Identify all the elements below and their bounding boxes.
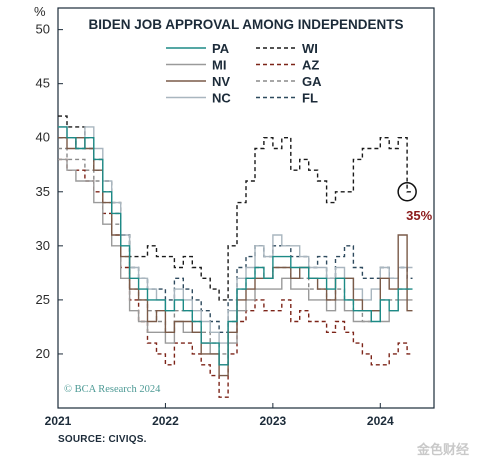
y-tick-label: 20 (36, 346, 50, 361)
series-line-pa (58, 126, 413, 366)
legend-label-pa: PA (212, 41, 230, 56)
annotation-label: 35% (406, 208, 432, 223)
x-tick-label: 2022 (152, 414, 179, 428)
source-text: SOURCE: CIVIQS. (58, 434, 147, 445)
legend-label-mi: MI (212, 58, 226, 73)
x-tick-label: 2024 (367, 414, 394, 428)
y-axis: 20 25 30 35 40 45 50 (36, 22, 63, 361)
y-tick-label: 30 (36, 238, 50, 253)
y-tick-label: 50 (36, 22, 50, 37)
x-axis: 2021 2022 2023 2024 (45, 403, 394, 428)
legend-label-nv: NV (212, 74, 230, 89)
series-layer (58, 115, 413, 398)
y-tick-label: 25 (36, 292, 50, 307)
y-tick-label: 40 (36, 130, 50, 145)
annotation: 35% (397, 182, 433, 223)
watermark-logo: 金色财经 (416, 442, 469, 457)
series-line-nv (58, 137, 413, 377)
legend-label-nc: NC (212, 91, 231, 106)
x-tick-label: 2021 (45, 414, 72, 428)
x-tick-label: 2023 (260, 414, 287, 428)
legend-label-fl: FL (302, 91, 318, 106)
legend-background (160, 40, 335, 108)
annotation-circle (397, 182, 417, 202)
chart-title: BIDEN JOB APPROVAL AMONG INDEPENDENTS (88, 17, 403, 32)
legend-label-ga: GA (302, 74, 322, 89)
legend-label-az: AZ (302, 58, 319, 73)
series-line-ga (58, 147, 413, 355)
plot-frame (57, 7, 435, 409)
y-unit-label: % (34, 4, 46, 19)
copyright-text: © BCA Research 2024 (64, 384, 161, 395)
y-tick-label: 45 (36, 76, 50, 91)
y-tick-label: 35 (36, 184, 50, 199)
legend-label-wi: WI (302, 41, 318, 56)
